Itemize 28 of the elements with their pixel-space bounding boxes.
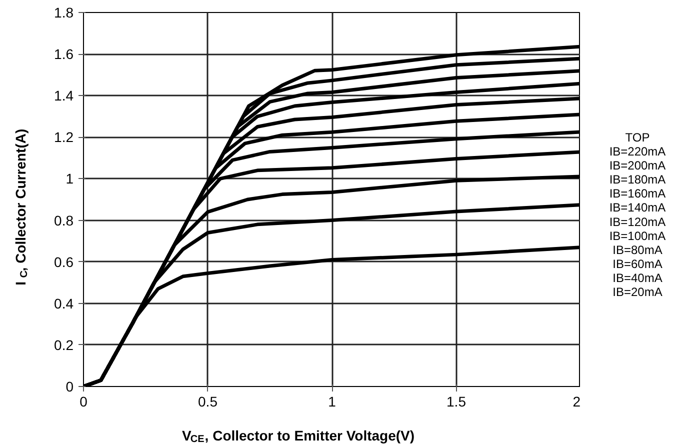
text: IB=160mA [609,186,666,201]
y-tick-label: 0.2 [54,336,74,353]
text: IB=180mA [609,172,666,187]
y-tick-label: 0 [66,378,74,394]
x-tick-label: 2 [572,394,581,410]
y-tick-label: 0.8 [54,212,74,228]
x-tick-label: 1 [328,394,336,410]
text: IB=40mA [612,270,662,285]
y-tick-label: 0.4 [54,295,74,312]
text: IB=120mA [609,214,666,229]
text: TOP [625,130,650,144]
text: IB=60mA [612,256,662,271]
text: IB=220mA [609,144,666,159]
y-tick-label: 1 [66,170,74,187]
y-tick-label: 1.6 [54,46,74,62]
x-tick-label: 0 [80,394,88,410]
text: IB=140mA [609,200,666,215]
y-axis-title: IC, Collector Current(A) [12,128,30,286]
y-tick-label: 1.2 [54,129,74,146]
x-tick-label: 1.5 [446,394,466,410]
text: IB=100mA [609,228,666,243]
text: IB=20mA [612,284,662,299]
y-tick-label: 1.8 [54,4,74,20]
text: IB=80mA [612,242,662,257]
y-tick-label: 1.4 [54,88,74,104]
x-tick-label: 0.5 [198,394,218,410]
text: IB=200mA [609,158,666,173]
y-tick-label: 0.6 [54,254,74,270]
